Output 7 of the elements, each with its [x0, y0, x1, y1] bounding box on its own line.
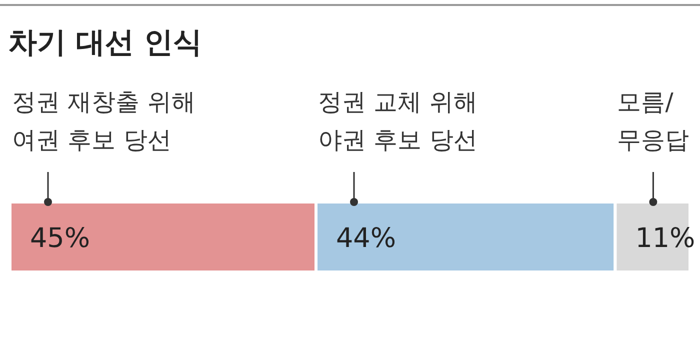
series-label: 정권 재창출 위해 여권 후보 당선	[12, 88, 196, 154]
series-label: 모름/무응답	[617, 88, 690, 154]
data-label: 45%	[30, 223, 90, 254]
chart-title: 차기 대선 인식	[8, 25, 202, 59]
data-label: 44%	[336, 223, 396, 254]
data-label: 11%	[635, 223, 696, 254]
series-label: 정권 교체 위해 야권 후보 당선	[318, 88, 478, 154]
